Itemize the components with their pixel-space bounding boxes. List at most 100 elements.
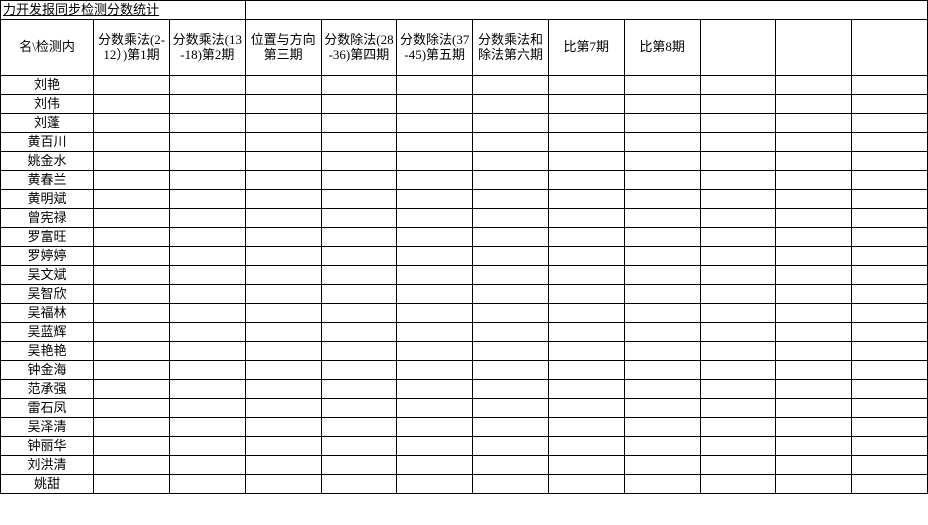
data-cell xyxy=(169,380,245,399)
data-cell xyxy=(624,342,700,361)
data-cell xyxy=(852,418,928,437)
data-cell xyxy=(624,152,700,171)
data-cell xyxy=(700,114,776,133)
data-cell xyxy=(852,171,928,190)
data-cell xyxy=(321,475,397,494)
data-cell xyxy=(624,171,700,190)
data-cell xyxy=(169,323,245,342)
data-cell xyxy=(397,304,473,323)
data-cell xyxy=(94,304,170,323)
data-cell xyxy=(852,475,928,494)
col-header-3: 位置与方向第三期 xyxy=(245,20,321,76)
data-cell xyxy=(321,95,397,114)
data-cell xyxy=(473,190,549,209)
data-cell xyxy=(94,247,170,266)
data-cell xyxy=(397,133,473,152)
data-cell xyxy=(700,190,776,209)
data-cell xyxy=(169,342,245,361)
table-row: 钟金海 xyxy=(1,361,928,380)
table-row: 黄春兰 xyxy=(1,171,928,190)
data-cell xyxy=(473,95,549,114)
col-header-7: 比第7期 xyxy=(548,20,624,76)
data-cell xyxy=(245,114,321,133)
name-cell: 刘艳 xyxy=(1,76,94,95)
data-cell xyxy=(245,418,321,437)
data-cell xyxy=(245,133,321,152)
data-cell xyxy=(624,133,700,152)
name-cell: 黄百川 xyxy=(1,133,94,152)
data-cell xyxy=(548,133,624,152)
data-cell xyxy=(245,171,321,190)
data-cell xyxy=(245,399,321,418)
data-cell xyxy=(94,399,170,418)
table-row: 吴泽清 xyxy=(1,418,928,437)
data-cell xyxy=(321,76,397,95)
data-cell xyxy=(624,380,700,399)
table-row: 雷石凤 xyxy=(1,399,928,418)
data-cell xyxy=(852,209,928,228)
data-cell xyxy=(245,323,321,342)
data-cell xyxy=(397,152,473,171)
data-cell xyxy=(94,228,170,247)
data-cell xyxy=(776,399,852,418)
data-cell xyxy=(852,342,928,361)
data-cell xyxy=(169,361,245,380)
data-cell xyxy=(321,190,397,209)
data-cell xyxy=(94,152,170,171)
data-cell xyxy=(852,114,928,133)
data-cell xyxy=(473,437,549,456)
data-cell xyxy=(397,190,473,209)
data-cell xyxy=(245,380,321,399)
data-cell xyxy=(776,247,852,266)
data-cell xyxy=(397,361,473,380)
data-cell xyxy=(624,475,700,494)
data-cell xyxy=(245,152,321,171)
table-row: 姚金水 xyxy=(1,152,928,171)
data-cell xyxy=(776,380,852,399)
data-cell xyxy=(700,133,776,152)
data-cell xyxy=(473,323,549,342)
data-cell xyxy=(624,399,700,418)
table-body: 刘艳刘伟刘蓬黄百川姚金水黄春兰黄明斌曾宪禄罗富旺罗婷婷吴文斌吴智欣吴福林吴蓝辉吴… xyxy=(1,76,928,494)
data-cell xyxy=(852,380,928,399)
data-cell xyxy=(245,285,321,304)
data-cell xyxy=(548,171,624,190)
spreadsheet-container: 力开发报同步检测分数统计 名\检测内 分数乘法(2-12）)第1期 分数乘法(1… xyxy=(0,0,928,494)
data-cell xyxy=(245,76,321,95)
data-cell xyxy=(852,361,928,380)
data-cell xyxy=(700,209,776,228)
data-cell xyxy=(94,475,170,494)
data-cell xyxy=(776,323,852,342)
data-cell xyxy=(852,95,928,114)
data-cell xyxy=(776,152,852,171)
data-cell xyxy=(700,361,776,380)
data-cell xyxy=(397,285,473,304)
data-cell xyxy=(473,475,549,494)
data-cell xyxy=(397,228,473,247)
data-cell xyxy=(700,304,776,323)
data-cell xyxy=(473,361,549,380)
data-cell xyxy=(169,399,245,418)
col-header-5: 分数除法(37-45)第五期 xyxy=(397,20,473,76)
data-cell xyxy=(776,133,852,152)
data-cell xyxy=(852,228,928,247)
data-cell xyxy=(548,399,624,418)
name-cell: 吴福林 xyxy=(1,304,94,323)
data-cell xyxy=(852,76,928,95)
col-header-9 xyxy=(700,20,776,76)
data-cell xyxy=(624,228,700,247)
col-header-1: 分数乘法(2-12）)第1期 xyxy=(94,20,170,76)
data-cell xyxy=(852,190,928,209)
name-cell: 黄明斌 xyxy=(1,190,94,209)
col-header-8: 比第8期 xyxy=(624,20,700,76)
name-cell: 曾宪禄 xyxy=(1,209,94,228)
table-row: 刘伟 xyxy=(1,95,928,114)
data-cell xyxy=(548,228,624,247)
data-cell xyxy=(169,475,245,494)
data-cell xyxy=(548,95,624,114)
data-cell xyxy=(548,114,624,133)
data-cell xyxy=(94,95,170,114)
data-cell xyxy=(245,342,321,361)
data-cell xyxy=(852,152,928,171)
table-title: 力开发报同步检测分数统计 xyxy=(1,1,246,20)
